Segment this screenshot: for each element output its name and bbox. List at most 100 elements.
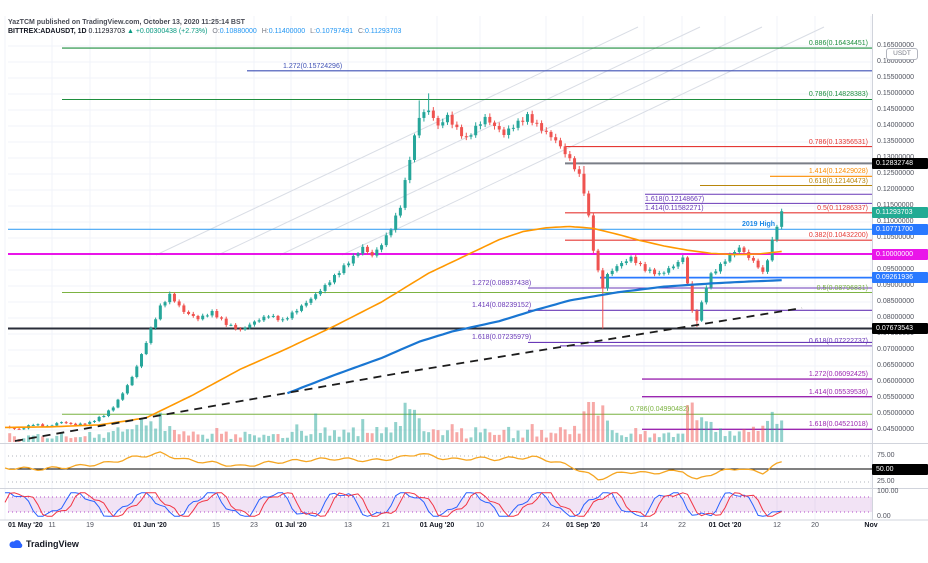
candle-body xyxy=(474,125,478,136)
volume-bar xyxy=(347,432,351,442)
volume-bar xyxy=(742,429,746,442)
candle-body xyxy=(276,315,280,321)
ma-orange-line[interactable] xyxy=(5,225,782,429)
ma-blue-line[interactable] xyxy=(287,279,782,395)
candle-body xyxy=(686,257,690,284)
price-tick-label: 0.04500000 xyxy=(877,426,914,433)
close-label: C: xyxy=(357,28,365,35)
volume-bar xyxy=(163,431,167,442)
candle-body xyxy=(441,122,445,126)
candle-body xyxy=(704,287,708,303)
stoch-k-line[interactable] xyxy=(5,492,782,517)
candle-body xyxy=(252,321,256,325)
volume-bar xyxy=(535,436,539,442)
candle-body xyxy=(55,423,59,426)
symbol-name[interactable]: BITTREX:ADAUSDT, 1D xyxy=(8,28,87,35)
volume-bar xyxy=(488,432,492,442)
volume-bar xyxy=(257,437,261,442)
tradingview-logo-text: TradingView xyxy=(26,538,79,549)
volume-bar xyxy=(267,435,271,442)
price-tick-label: 0.07000000 xyxy=(877,346,914,353)
candle-body xyxy=(624,261,628,264)
open-value: 0.10880000 xyxy=(219,28,257,35)
volume-bar xyxy=(88,432,92,442)
time-tick-label: 11 xyxy=(48,522,56,529)
candle-body xyxy=(568,154,572,159)
volume-bar xyxy=(629,433,633,442)
candle-body xyxy=(488,116,492,123)
volume-bar xyxy=(262,434,266,442)
candle-body xyxy=(530,114,534,123)
change-value: +0.00300438 (+2.73%) xyxy=(135,28,208,35)
currency-toggle-button[interactable]: USDT xyxy=(886,48,918,60)
volume-bar xyxy=(422,431,426,442)
volume-bar xyxy=(224,431,228,442)
volume-bar xyxy=(525,429,529,442)
price-tick-label: 0.14500000 xyxy=(877,106,914,113)
price-axis[interactable] xyxy=(872,0,928,520)
volume-bar xyxy=(121,431,125,442)
candle-body xyxy=(281,319,285,321)
tradingview-logo[interactable]: TradingView xyxy=(8,538,79,549)
candle-body xyxy=(69,422,73,424)
candle-body xyxy=(398,207,402,216)
time-tick-label: 01 Jul '20 xyxy=(275,522,307,529)
price-tick-label: 0.16500000 xyxy=(877,42,914,49)
stoch-d-line[interactable] xyxy=(4,492,782,517)
time-axis[interactable] xyxy=(0,520,928,536)
candle-body xyxy=(634,256,638,263)
volume-bar xyxy=(31,435,35,442)
volume-bar xyxy=(620,435,624,442)
diagonal-guide-line xyxy=(217,26,701,256)
volume-bar xyxy=(464,438,468,442)
candles[interactable] xyxy=(8,93,784,430)
candle-body xyxy=(544,130,548,132)
candle-body xyxy=(497,125,501,130)
trendline-dashed[interactable] xyxy=(14,307,803,442)
candle-body xyxy=(12,427,16,429)
candle-body xyxy=(427,110,431,113)
time-tick-label: 23 xyxy=(250,522,258,529)
candle-body xyxy=(535,122,539,124)
volume-bar xyxy=(653,433,657,442)
candle-body xyxy=(511,127,515,129)
volume-bar xyxy=(497,434,501,442)
price-tick-label: 0.13000000 xyxy=(877,154,914,161)
candle-body xyxy=(22,428,26,430)
candle-body xyxy=(431,110,435,118)
candle-body xyxy=(601,270,605,289)
candle-body xyxy=(215,311,219,318)
time-tick-label: 20 xyxy=(811,522,819,529)
candle-body xyxy=(59,422,63,424)
candle-body xyxy=(714,271,718,274)
candle-body xyxy=(149,328,153,343)
candle-body xyxy=(671,266,675,269)
volume-bar xyxy=(431,429,435,442)
volume-bar xyxy=(540,429,544,442)
price-tick-label: 0.15500000 xyxy=(877,74,914,81)
rsi-line[interactable] xyxy=(4,451,782,481)
candle-body xyxy=(554,137,558,141)
volume-bar xyxy=(290,431,294,442)
candle-body xyxy=(464,136,468,138)
candle-body xyxy=(205,315,209,317)
time-tick-label: 15 xyxy=(212,522,220,529)
volume-bar xyxy=(478,432,482,442)
volume-bar xyxy=(328,435,332,442)
time-tick-label: 01 Sep '20 xyxy=(566,522,600,529)
volume-bar xyxy=(573,425,577,442)
candle-body xyxy=(756,260,760,268)
candle-body xyxy=(88,421,92,425)
candle-body xyxy=(662,272,666,274)
volume-bar xyxy=(667,432,671,442)
price-tick-label: 0.13500000 xyxy=(877,138,914,145)
volume-bar xyxy=(624,436,628,442)
candle-body xyxy=(356,253,360,256)
candle-body xyxy=(742,247,746,253)
volume-bar xyxy=(657,437,661,442)
candle-body xyxy=(681,257,685,262)
candle-body xyxy=(413,135,417,160)
volume-bar xyxy=(172,429,176,442)
stoch-band xyxy=(8,497,872,512)
